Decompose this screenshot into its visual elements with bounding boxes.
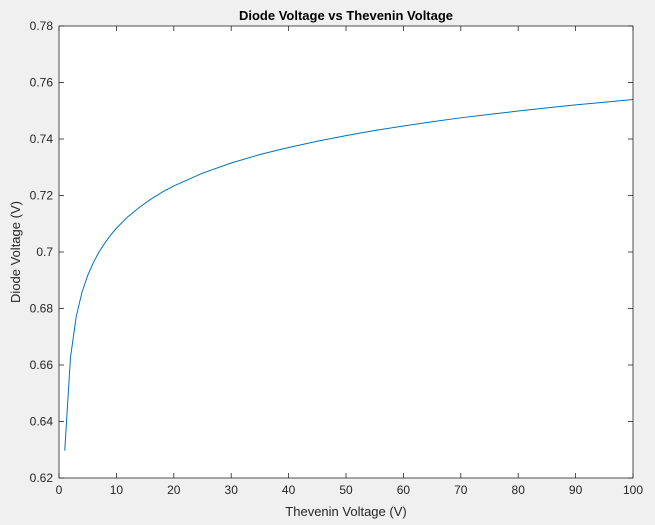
y-tick-label: 0.7	[36, 245, 53, 259]
y-tick-label: 0.66	[30, 358, 54, 372]
plot-frame	[58, 25, 634, 479]
x-tick-label: 80	[512, 483, 526, 497]
tick-labels: 0 10 20 30 40 50 60 70 80 90 100 0.62 0.64 0.66 0.68 0.…	[30, 19, 644, 497]
x-tick-label: 70	[454, 483, 468, 497]
x-tick-label: 10	[110, 483, 124, 497]
x-tick-label: 90	[569, 483, 583, 497]
x-tick-label: 30	[225, 483, 239, 497]
x-tick-label: 40	[282, 483, 296, 497]
y-axis-label: Diode Voltage (V)	[8, 201, 23, 303]
plot-area	[59, 26, 633, 478]
series-layer	[64, 98, 634, 451]
y-tick-label: 0.64	[30, 415, 54, 429]
y-tick-label: 0.62	[30, 471, 54, 485]
series-line	[64, 98, 634, 451]
x-axis-label: Thevenin Voltage (V)	[285, 504, 406, 519]
x-tick-label: 50	[339, 483, 353, 497]
chart-title: Diode Voltage vs Thevenin Voltage	[239, 8, 453, 23]
x-tick-label: 20	[167, 483, 181, 497]
x-tick-label: 0	[56, 483, 63, 497]
y-tick-label: 0.76	[30, 76, 54, 90]
x-tick-label: 100	[623, 483, 643, 497]
y-tick-label: 0.78	[30, 19, 54, 33]
y-tick-label: 0.72	[30, 189, 54, 203]
y-tick-label: 0.74	[30, 132, 54, 146]
y-tick-label: 0.68	[30, 302, 54, 316]
x-tick-label: 60	[397, 483, 411, 497]
